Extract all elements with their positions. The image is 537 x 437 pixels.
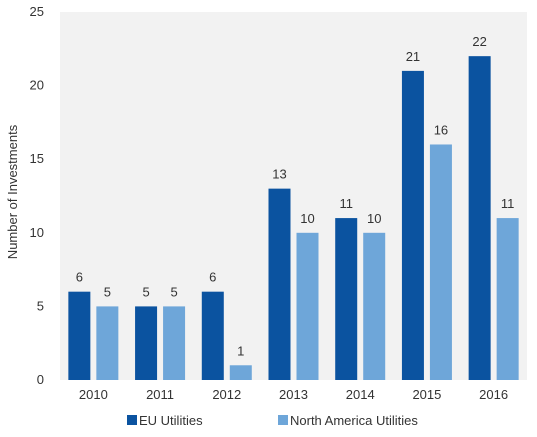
bar-eu-utilities-2015 [401,70,424,380]
data-label-eu-utilities-2011: 5 [142,284,149,299]
data-label-north-america-utilities-2012: 1 [237,343,244,358]
x-tick-label-2010: 2010 [79,387,108,402]
data-label-north-america-utilities-2016: 11 [501,196,515,211]
legend-swatch-north-america-utilities [278,415,288,425]
legend: EU Utilities North America Utilities [127,413,418,428]
data-label-north-america-utilities-2014: 10 [367,211,381,226]
x-tick-label-2011: 2011 [146,387,174,402]
bar-north-america-utilities-2016 [496,218,519,380]
data-label-eu-utilities-2014: 11 [339,196,353,211]
data-label-north-america-utilities-2011: 5 [170,284,177,299]
x-tick-label-2015: 2015 [412,387,441,402]
y-tick-label-15: 15 [30,151,44,166]
x-axis-ticks: 2010 2011 2012 2013 2014 2015 2016 [79,387,508,402]
legend-swatch-eu-utilities [127,415,137,425]
bar-eu-utilities-2013 [268,188,291,380]
data-labels: 6 5 5 5 6 1 13 10 11 10 21 16 22 11 [76,34,515,358]
bar-eu-utilities-2016 [468,56,491,380]
bar-eu-utilities-2011 [135,306,158,380]
data-label-eu-utilities-2013: 13 [272,167,286,182]
bar-north-america-utilities-2010 [96,306,119,380]
x-tick-label-2012: 2012 [212,387,241,402]
y-tick-label-5: 5 [37,298,44,313]
y-axis-ticks: 0 5 10 15 20 25 [30,4,44,387]
bar-north-america-utilities-2011 [163,306,186,380]
bar-eu-utilities-2012 [201,291,224,380]
bar-north-america-utilities-2012 [229,365,252,380]
y-axis-title: Number of Investments [5,124,20,259]
legend-label-north-america-utilities: North America Utilities [290,413,418,428]
bar-north-america-utilities-2015 [429,144,452,380]
data-label-north-america-utilities-2013: 10 [300,211,314,226]
y-tick-label-25: 25 [30,4,44,19]
x-tick-label-2014: 2014 [346,387,375,402]
y-tick-label-10: 10 [30,225,44,240]
data-label-eu-utilities-2012: 6 [209,270,216,285]
bar-eu-utilities-2010 [68,291,91,380]
x-tick-label-2016: 2016 [479,387,508,402]
data-label-north-america-utilities-2015: 16 [434,122,448,137]
data-label-north-america-utilities-2010: 5 [104,284,111,299]
bar-eu-utilities-2014 [335,218,358,380]
bars [68,56,519,380]
plot-area [60,12,527,380]
x-tick-label-2013: 2013 [279,387,308,402]
data-label-eu-utilities-2016: 22 [472,34,486,49]
data-label-eu-utilities-2010: 6 [76,270,83,285]
legend-label-eu-utilities: EU Utilities [139,413,203,428]
bar-north-america-utilities-2013 [296,232,319,380]
data-label-eu-utilities-2015: 21 [406,49,420,64]
bar-north-america-utilities-2014 [363,232,386,380]
y-tick-label-20: 20 [30,78,44,93]
y-tick-label-0: 0 [37,372,44,387]
